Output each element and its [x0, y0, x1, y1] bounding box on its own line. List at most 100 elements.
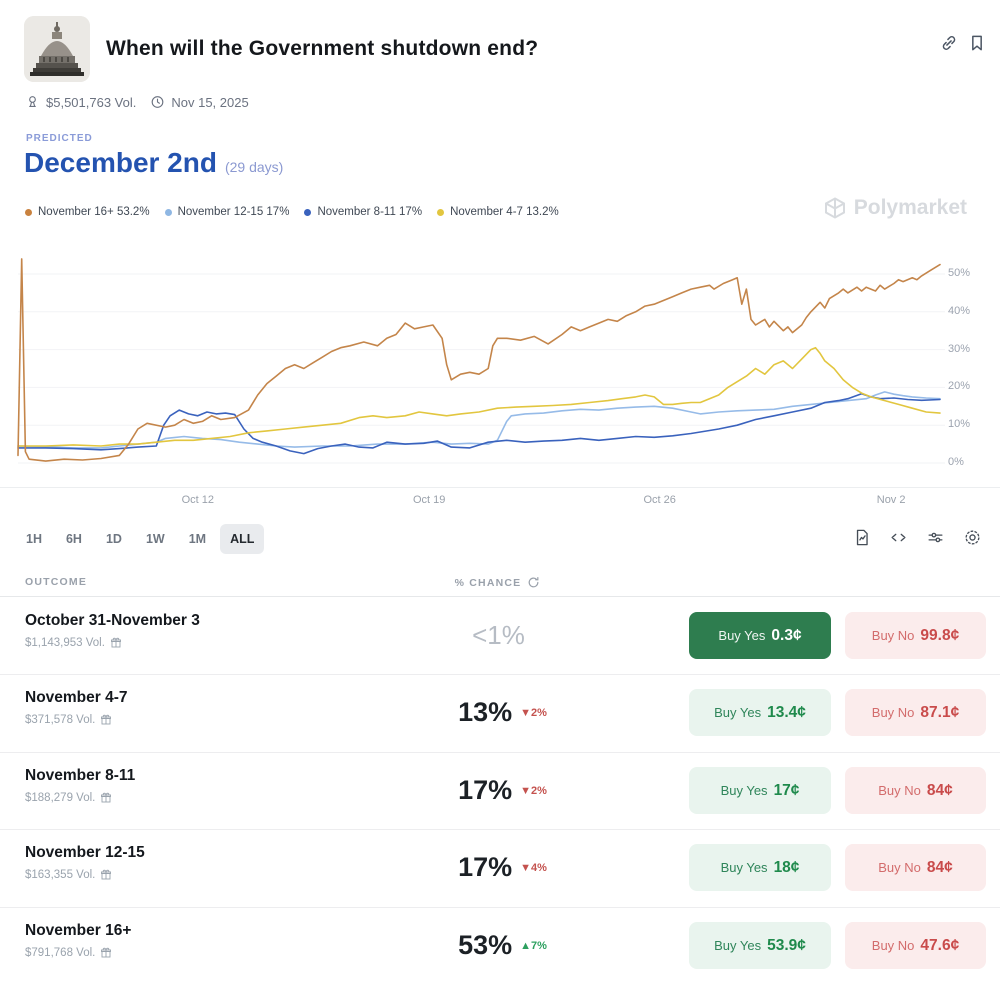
outcome-volume: $188,279 Vol.	[25, 792, 96, 804]
refresh-icon[interactable]	[527, 576, 540, 589]
time-range-group: 1H 6H 1D 1W 1M ALL	[16, 524, 265, 554]
chart-canvas	[17, 258, 945, 464]
link-icon[interactable]	[938, 33, 960, 55]
gift-icon	[101, 792, 112, 803]
y-axis-tick: 50%	[948, 267, 971, 279]
buy-yes-label: Buy Yes	[714, 938, 762, 953]
legend-item: November 4-7 13.2%	[437, 206, 559, 218]
sliders-icon[interactable]	[925, 528, 945, 548]
buy-yes-button[interactable]: Buy Yes 13.4¢	[689, 689, 831, 736]
gift-icon	[101, 947, 112, 958]
buy-no-button[interactable]: Buy No 87.1¢	[845, 689, 986, 736]
chance-value: <1%	[472, 620, 525, 650]
series-line-november-12-15	[17, 391, 941, 449]
legend-label: November 4-7 13.2%	[450, 206, 559, 218]
end-date: Nov 15, 2025	[171, 94, 249, 110]
polymarket-logo-icon	[824, 197, 845, 219]
buy-no-price: 84¢	[926, 781, 953, 799]
buy-yes-button[interactable]: Buy Yes 53.9¢	[689, 922, 831, 969]
range-1h[interactable]: 1H	[16, 524, 52, 554]
buy-yes-label: Buy Yes	[720, 860, 768, 875]
chart-toolbar: 1H 6H 1D 1W 1M ALL	[0, 524, 1000, 560]
buy-yes-button[interactable]: Buy Yes 18¢	[689, 844, 831, 891]
legend-item: November 8-11 17%	[304, 206, 422, 218]
legend-dot	[304, 208, 312, 216]
chance-column-header: % CHANCE	[454, 576, 522, 589]
buy-yes-price: 17¢	[773, 781, 800, 799]
series-line-november-4-7	[17, 346, 941, 447]
legend-dot	[164, 208, 172, 216]
outcome-row[interactable]: November 8-11 $188,279 Vol. 17% ▼2% Buy …	[0, 752, 1000, 830]
range-1m[interactable]: 1M	[179, 524, 216, 554]
volume-total: $5,501,763 Vol.	[46, 94, 137, 110]
buy-no-button[interactable]: Buy No 47.6¢	[845, 922, 986, 969]
y-axis-tick: 0%	[948, 456, 964, 468]
table-divider	[0, 596, 1000, 597]
buy-no-label: Buy No	[878, 860, 921, 875]
range-1d[interactable]: 1D	[96, 524, 132, 554]
gear-icon[interactable]	[962, 528, 982, 548]
legend-label: November 8-11 17%	[317, 206, 423, 218]
chart-axis-divider	[0, 487, 1000, 488]
buy-no-button[interactable]: Buy No 99.8¢	[845, 612, 986, 659]
range-1w[interactable]: 1W	[136, 524, 175, 554]
embed-code-icon[interactable]	[888, 528, 908, 548]
outcome-name: October 31-November 3	[25, 612, 200, 629]
y-axis-tick: 10%	[948, 418, 971, 431]
buy-yes-price: 18¢	[773, 858, 800, 876]
chance-value: 13%	[458, 697, 513, 727]
buy-yes-price: 13.4¢	[767, 703, 806, 721]
market-stats: $5,501,763 Vol. Nov 15, 2025	[25, 94, 249, 110]
price-chart[interactable]: 0% 10% 20% 30% 40% 50% Oct 12 Oct 19 Oct 26 Nov 2	[0, 240, 1000, 510]
legend-label: November 16+ 53.2%	[38, 206, 150, 218]
legend-dot	[25, 208, 32, 216]
outcome-table-header: OUTCOME % CHANCE	[0, 572, 1000, 596]
file-chart-icon[interactable]	[851, 528, 871, 548]
chance-change: ▲7%	[520, 939, 547, 952]
buy-no-label: Buy No	[878, 783, 921, 798]
predicted-line: December 2nd (29 days)	[24, 147, 283, 179]
gift-icon	[110, 637, 121, 648]
capitol-image	[24, 16, 90, 82]
buy-no-label: Buy No	[871, 705, 915, 720]
y-axis-tick: 30%	[948, 342, 971, 355]
y-axis-tick: 20%	[948, 380, 971, 393]
award-icon	[29, 96, 36, 107]
outcome-volume: $163,355 Vol.	[25, 869, 96, 881]
buy-no-button[interactable]: Buy No 84¢	[845, 767, 986, 814]
gift-icon	[101, 869, 112, 880]
bookmark-icon[interactable]	[966, 33, 988, 55]
range-6h[interactable]: 6H	[56, 524, 92, 554]
predicted-value: December 2nd	[24, 147, 217, 178]
buy-no-price: 87.1¢	[920, 703, 960, 721]
buy-yes-label: Buy Yes	[714, 705, 762, 720]
range-all[interactable]: ALL	[220, 524, 265, 554]
legend-label: November 12-15 17%	[177, 206, 290, 218]
chance-change: ▼2%	[520, 784, 547, 797]
predicted-days: (29 days)	[224, 159, 284, 175]
outcome-row[interactable]: November 4-7 $371,578 Vol. 13% ▼2% Buy Y…	[0, 674, 1000, 753]
buy-no-button[interactable]: Buy No 84¢	[845, 844, 986, 891]
buy-yes-button[interactable]: Buy Yes 17¢	[689, 767, 831, 814]
legend-dot	[437, 208, 445, 216]
outcome-row[interactable]: November 16+ $791,768 Vol. 53% ▲7% Buy Y…	[0, 907, 1000, 984]
buy-no-price: 99.8¢	[920, 626, 960, 644]
market-avatar	[24, 16, 90, 82]
buy-yes-label: Buy Yes	[718, 628, 766, 643]
buy-no-label: Buy No	[871, 628, 915, 643]
outcome-volume: $1,143,953 Vol.	[25, 637, 105, 649]
buy-yes-price: 53.9¢	[767, 936, 806, 954]
outcome-row[interactable]: October 31-November 3 $1,143,953 Vol. <1…	[0, 597, 1000, 675]
outcome-volume: $371,578 Vol.	[25, 714, 96, 726]
page-title: When will the Government shutdown end?	[106, 37, 539, 60]
chance-value: 17%	[458, 775, 513, 805]
outcome-row[interactable]: November 12-15 $163,355 Vol. 17% ▼4% Buy…	[0, 829, 1000, 908]
chart-legend: November 16+ 53.2% November 12-15 17% Nove…	[25, 206, 559, 218]
chart-tools	[851, 528, 982, 548]
outcome-name: November 12-15	[25, 844, 145, 861]
legend-item: November 12-15 17%	[164, 206, 290, 218]
polymarket-watermark: Polymarket	[823, 196, 967, 220]
clock-icon	[151, 96, 164, 108]
buy-yes-button[interactable]: Buy Yes 0.3¢	[689, 612, 831, 659]
